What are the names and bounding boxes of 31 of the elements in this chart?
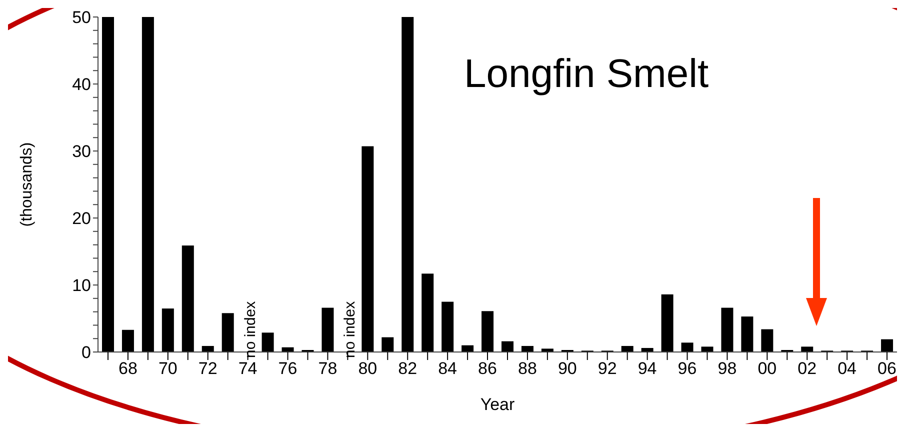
y-axis-title: (thousands) bbox=[18, 142, 36, 227]
x-tick-label: 78 bbox=[318, 359, 338, 378]
x-tick-label: 86 bbox=[478, 359, 497, 378]
y-tick-label: 0 bbox=[82, 343, 91, 362]
x-tick-label: 70 bbox=[158, 359, 178, 378]
text: Longfin Smelt bbox=[464, 52, 709, 97]
x-tick-label: 98 bbox=[718, 359, 737, 378]
y-tick-label: 50 bbox=[72, 8, 91, 28]
x-tick-label: 74 bbox=[238, 359, 258, 378]
x-tick-label: 90 bbox=[558, 359, 577, 378]
x-tick-label: 80 bbox=[358, 359, 378, 378]
x-tick-label: 84 bbox=[438, 359, 458, 378]
y-tick-label: 30 bbox=[72, 142, 91, 162]
x-tick-label: 02 bbox=[798, 359, 817, 378]
x-tick-label: 92 bbox=[598, 359, 617, 378]
x-tick-label: 04 bbox=[838, 359, 857, 378]
x-tick-label: 96 bbox=[678, 359, 697, 378]
y-tick-label: 10 bbox=[72, 276, 91, 296]
x-tick-label: 88 bbox=[518, 359, 537, 378]
x-tick-label: 72 bbox=[198, 359, 218, 378]
x-axis-title: Year bbox=[480, 395, 516, 414]
x-tick-label: 00 bbox=[758, 359, 777, 378]
x-tick-label: 76 bbox=[278, 359, 298, 378]
x-tick-label: 68 bbox=[118, 359, 138, 378]
x-tick-label: 06 bbox=[878, 359, 896, 378]
y-tick-label: 20 bbox=[72, 209, 91, 228]
x-tick-label: 82 bbox=[398, 359, 418, 378]
y-tick-label: 40 bbox=[72, 75, 91, 94]
x-tick-label: 94 bbox=[638, 359, 657, 378]
text: no index bbox=[342, 301, 359, 358]
text: no index bbox=[242, 301, 259, 358]
